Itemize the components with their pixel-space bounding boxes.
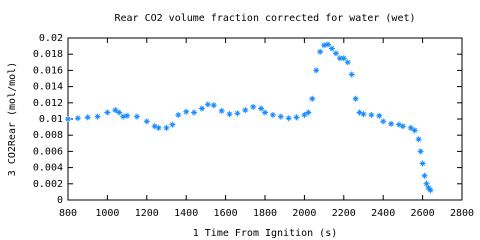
data-point [380,118,387,125]
x-tick-label: 1600 [214,208,238,219]
y-tick-label: 0.014 [33,82,63,93]
data-point [124,112,131,119]
data-point [269,111,276,118]
data-point [352,95,359,102]
data-point [425,184,432,191]
y-tick-label: 0.012 [33,98,63,109]
data-point [198,105,205,112]
x-tick-label: 800 [59,208,77,219]
data-point [411,127,418,134]
data-point [421,172,428,179]
data-point [163,124,170,131]
data-point [423,180,430,187]
y-tick-label: 0 [57,195,63,206]
data-point [399,123,406,130]
data-point [332,50,339,57]
data-point [344,59,351,66]
plot-frame [67,37,463,201]
data-point [94,113,101,120]
data-point [250,103,257,110]
y-axis-label: 3 CO2Rear (mol/mol) [7,62,18,176]
data-point [395,121,402,128]
data-point [133,113,140,120]
data-point [175,111,182,118]
data-point [143,118,150,125]
data-point [348,71,355,78]
data-point [104,109,111,116]
data-point [226,111,233,118]
data-point [317,48,324,55]
data-point [417,148,424,155]
y-tick-label: 0.01 [39,114,63,125]
x-tick-label: 1200 [135,208,159,219]
data-point [328,45,335,52]
y-tick-label: 0.016 [33,65,63,76]
data-point [309,95,316,102]
data-point [321,42,328,49]
data-point [325,41,332,48]
data-point [151,123,158,130]
data-point [169,121,176,128]
data-point [313,67,320,74]
data-point [277,113,284,120]
y-tick-label: 0.006 [33,146,63,157]
data-point [258,105,265,112]
data-point [155,124,162,131]
data-point [116,109,123,116]
data-point [191,109,198,116]
data-point [301,111,308,118]
x-axis-label: 1 Time From Ignition (s) [193,228,338,239]
data-point [340,55,347,62]
data-point [210,102,217,109]
x-tick-label: 2800 [450,208,474,219]
data-point [376,112,383,119]
y-tick-label: 0.008 [33,130,63,141]
chart-title: Rear CO2 volume fraction corrected for w… [114,13,415,24]
x-tick-label: 1800 [253,208,277,219]
data-point [419,160,426,167]
data-point [84,114,91,121]
data-point [388,120,395,127]
data-point [407,124,414,131]
data-point [120,113,127,120]
data-point [427,187,434,194]
data-point [360,111,367,118]
x-tick-label: 2200 [332,208,356,219]
data-point [293,114,300,121]
x-tick-label: 1400 [174,208,198,219]
data-point [112,107,119,114]
y-tick-label: 0.018 [33,49,63,60]
data-point [356,109,363,116]
data-point [65,116,71,122]
y-tick-label: 0.002 [33,179,63,190]
y-tick-label: 0.02 [39,33,63,44]
data-point [218,107,225,114]
data-point [204,101,211,108]
data-point [415,136,422,143]
data-point [336,55,343,62]
data-point [183,108,190,115]
data-point [74,115,81,122]
data-point [262,109,268,116]
y-tick-label: 0.004 [33,163,63,174]
x-tick-label: 1000 [95,208,119,219]
data-point [305,109,312,116]
x-tick-label: 2600 [411,208,435,219]
data-point [234,110,241,117]
data-point [285,115,292,122]
x-tick-label: 2400 [371,208,395,219]
data-point [368,111,375,118]
x-tick-label: 2000 [292,208,316,219]
data-point [242,107,249,114]
